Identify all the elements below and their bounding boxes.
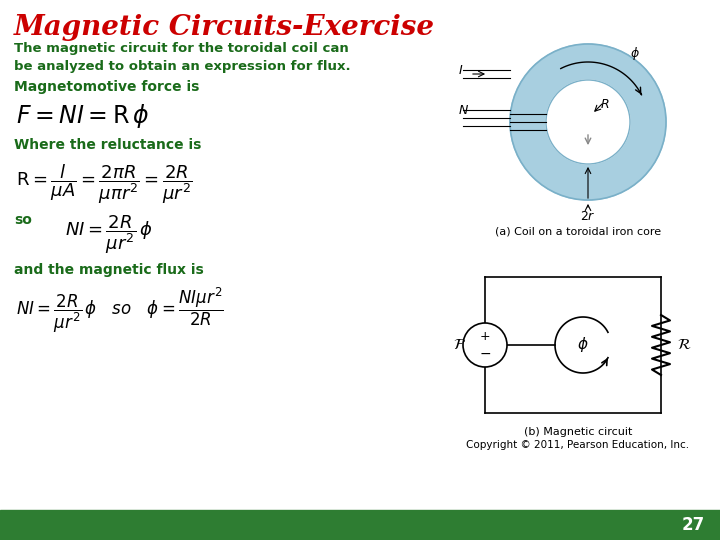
Circle shape xyxy=(546,80,630,164)
Text: 27: 27 xyxy=(682,516,705,534)
Text: (b) Magnetic circuit: (b) Magnetic circuit xyxy=(524,427,632,437)
Text: Magnetic Circuits-Exercise: Magnetic Circuits-Exercise xyxy=(14,14,435,41)
Text: −: − xyxy=(480,347,491,361)
Text: (a) Coil on a toroidal iron core: (a) Coil on a toroidal iron core xyxy=(495,227,661,237)
Text: $\mathcal{R}$: $\mathcal{R}$ xyxy=(677,338,691,352)
Text: Where the reluctance is: Where the reluctance is xyxy=(14,138,202,152)
Text: so: so xyxy=(14,213,32,227)
Circle shape xyxy=(510,44,666,200)
Text: $\phi$: $\phi$ xyxy=(577,335,589,354)
Text: $F = NI = \mathrm{R}\,\phi$: $F = NI = \mathrm{R}\,\phi$ xyxy=(16,102,149,130)
Text: $NI = \dfrac{2R}{\mu r^2}\,\phi$: $NI = \dfrac{2R}{\mu r^2}\,\phi$ xyxy=(65,213,153,256)
Text: $\mathcal{F}$: $\mathcal{F}$ xyxy=(453,338,465,352)
Bar xyxy=(0,510,720,540)
Text: $NI = \dfrac{2R}{\mu r^2}\,\phi \quad so \quad \phi = \dfrac{NI\mu r^2}{2R}$: $NI = \dfrac{2R}{\mu r^2}\,\phi \quad so… xyxy=(16,286,224,335)
Text: $2r$: $2r$ xyxy=(580,211,596,224)
Text: $I$: $I$ xyxy=(458,64,464,77)
Text: +: + xyxy=(480,329,490,342)
Text: The magnetic circuit for the toroidal coil can
be analyzed to obtain an expressi: The magnetic circuit for the toroidal co… xyxy=(14,42,351,73)
Circle shape xyxy=(463,323,507,367)
Text: Copyright © 2011, Pearson Education, Inc.: Copyright © 2011, Pearson Education, Inc… xyxy=(467,440,690,450)
Text: $N$: $N$ xyxy=(458,104,469,117)
Text: $\mathrm{R} = \dfrac{l}{\mu A} = \dfrac{2\pi R}{\mu \pi r^2} = \dfrac{2R}{\mu r^: $\mathrm{R} = \dfrac{l}{\mu A} = \dfrac{… xyxy=(16,162,192,206)
Text: $R$: $R$ xyxy=(600,98,610,111)
Text: $\phi$: $\phi$ xyxy=(630,45,640,63)
Text: Magnetomotive force is: Magnetomotive force is xyxy=(14,80,199,94)
Text: and the magnetic flux is: and the magnetic flux is xyxy=(14,263,204,277)
